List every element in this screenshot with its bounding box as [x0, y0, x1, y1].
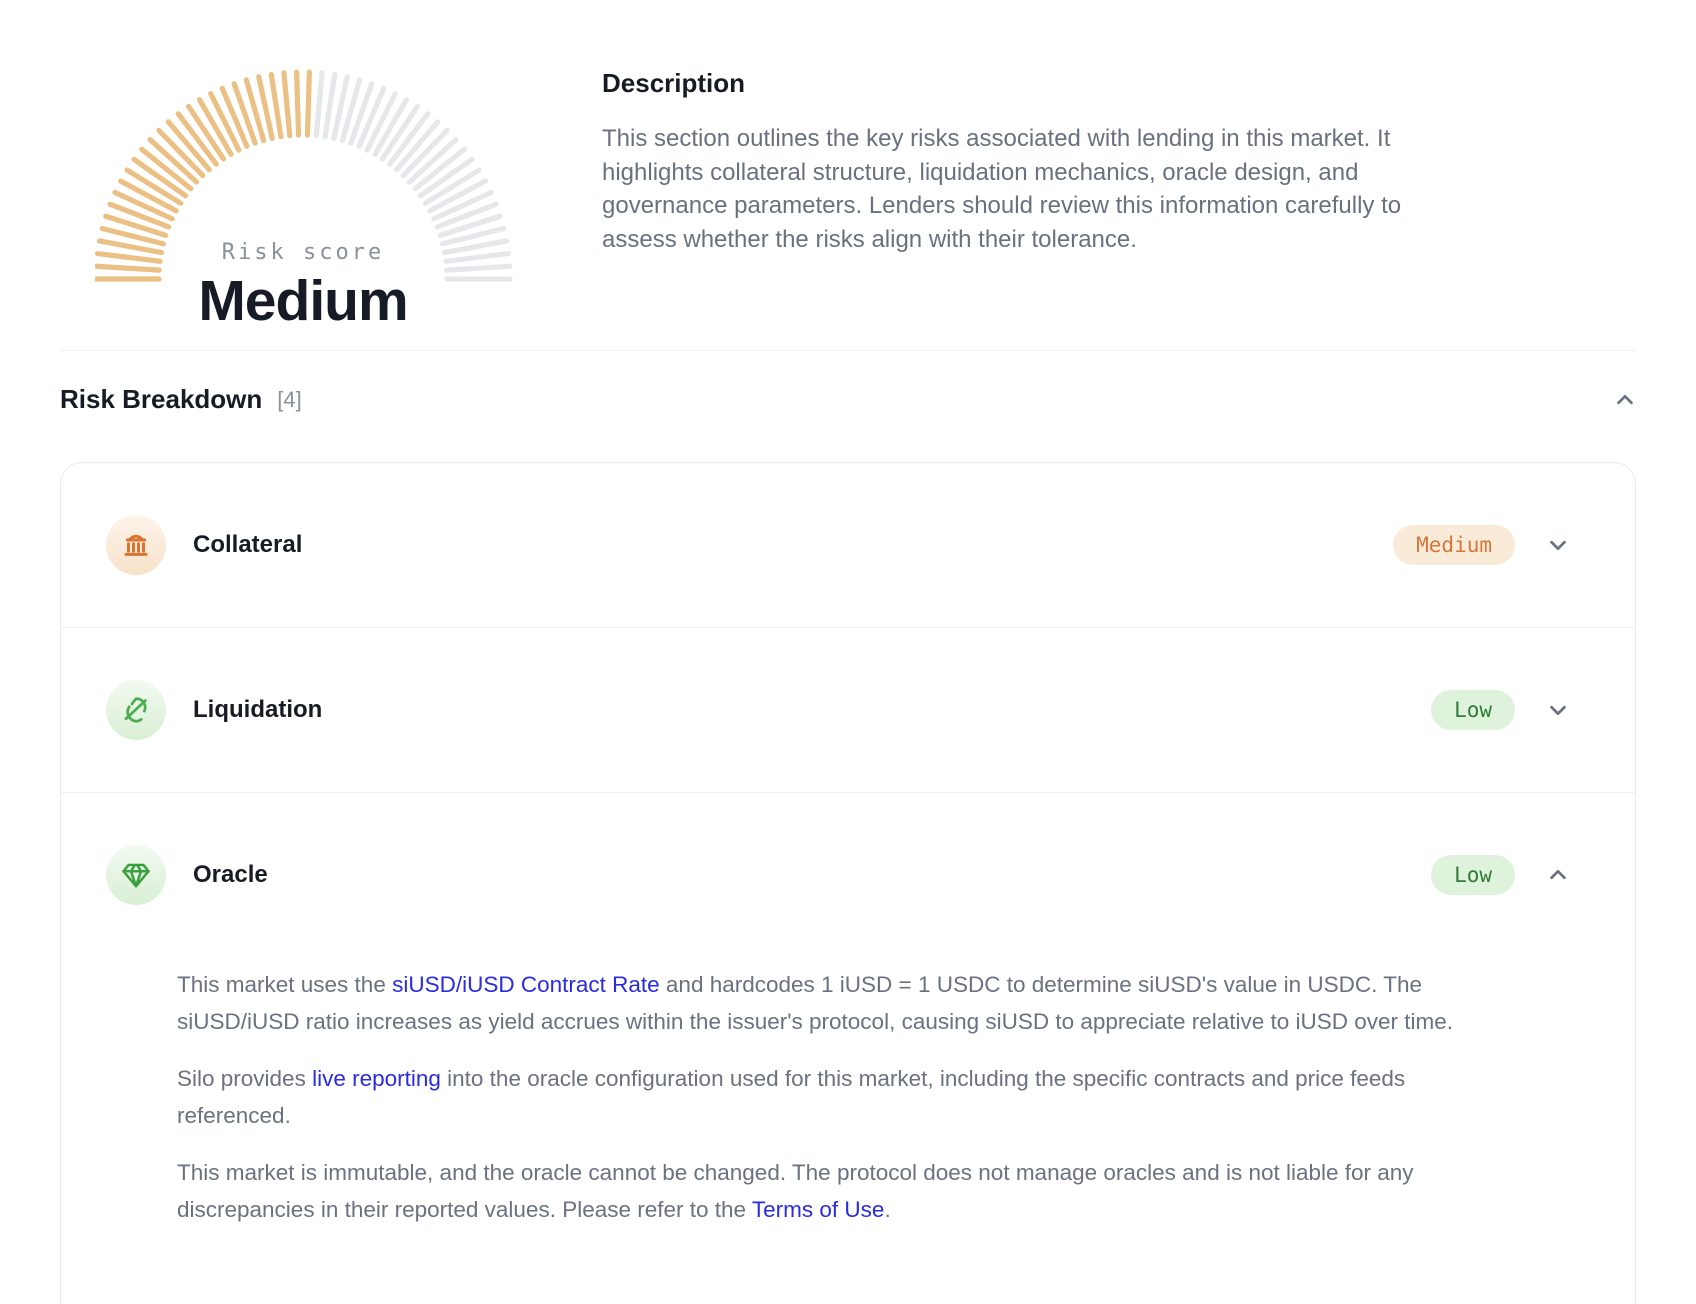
- gauge-label: Risk score: [221, 240, 385, 265]
- gauge-text: Risk score Medium: [95, 240, 511, 334]
- chevron-up-icon[interactable]: [1547, 864, 1569, 886]
- section-divider: [60, 350, 1636, 351]
- risk-row-liquidation-header[interactable]: Liquidation Low: [61, 628, 1635, 792]
- oracle-paragraph-2: Silo provides live reporting into the or…: [177, 1061, 1523, 1134]
- terms-of-use-link[interactable]: Terms of Use: [751, 1196, 885, 1222]
- gauge-value: Medium: [198, 269, 408, 333]
- risk-score-gauge: Risk score Medium: [95, 58, 515, 333]
- bank-icon: [106, 515, 166, 575]
- oracle-paragraph-1: This market uses the siUSD/iUSD Contract…: [177, 967, 1523, 1040]
- oracle-paragraph-3: This market is immutable, and the oracle…: [177, 1155, 1523, 1228]
- row-label: Collateral: [193, 531, 303, 558]
- description-section: Description This section outlines the ke…: [602, 58, 1482, 286]
- text-segment: into the oracle configuration used for t…: [177, 1066, 1406, 1128]
- text-segment: Silo provides: [177, 1066, 313, 1091]
- top-section: Risk score Medium Description This secti…: [60, 0, 1636, 333]
- risk-level-badge: Low: [1431, 690, 1515, 730]
- risk-level-badge: Low: [1431, 855, 1515, 895]
- contract-rate-link[interactable]: siUSD/iUSD Contract Rate: [392, 972, 660, 997]
- description-body: This section outlines the key risks asso…: [602, 125, 1402, 253]
- text-segment: and hardcodes 1 iUSD = 1 USDC to determi…: [177, 972, 1454, 1034]
- risk-row-collateral-header[interactable]: Collateral Medium: [61, 463, 1635, 627]
- chevron-down-icon[interactable]: [1547, 699, 1569, 721]
- risk-breakdown-header[interactable]: Risk Breakdown [4]: [60, 384, 1636, 415]
- chevron-down-icon[interactable]: [1547, 534, 1569, 556]
- row-label: Oracle: [193, 861, 268, 888]
- risk-row-oracle: Oracle Low This market uses the siUSD/iU…: [61, 792, 1635, 1290]
- gem-icon: [106, 845, 166, 905]
- droplet-off-icon: [106, 680, 166, 740]
- row-label: Liquidation: [193, 696, 323, 723]
- oracle-details: This market uses the siUSD/iUSD Contract…: [61, 957, 1635, 1290]
- description-title: Description: [602, 68, 746, 98]
- text-segment: .: [884, 1196, 891, 1222]
- risk-gauge-ticks: [95, 69, 513, 282]
- live-reporting-link[interactable]: live reporting: [312, 1066, 441, 1091]
- risk-breakdown-card: Collateral Medium Liquidation Low: [60, 462, 1636, 1304]
- risk-breakdown-title: Risk Breakdown: [60, 384, 263, 414]
- risk-row-liquidation: Liquidation Low: [61, 627, 1635, 792]
- risk-level-badge: Medium: [1393, 525, 1515, 565]
- text-segment: This market is immutable, and the oracle…: [177, 1160, 1414, 1222]
- text-segment: This market uses the: [177, 972, 393, 997]
- risk-breakdown-count: [4]: [277, 386, 302, 412]
- risk-row-oracle-header[interactable]: Oracle Low: [61, 793, 1635, 957]
- chevron-up-icon[interactable]: [1614, 389, 1636, 411]
- risk-row-collateral: Collateral Medium: [61, 463, 1635, 627]
